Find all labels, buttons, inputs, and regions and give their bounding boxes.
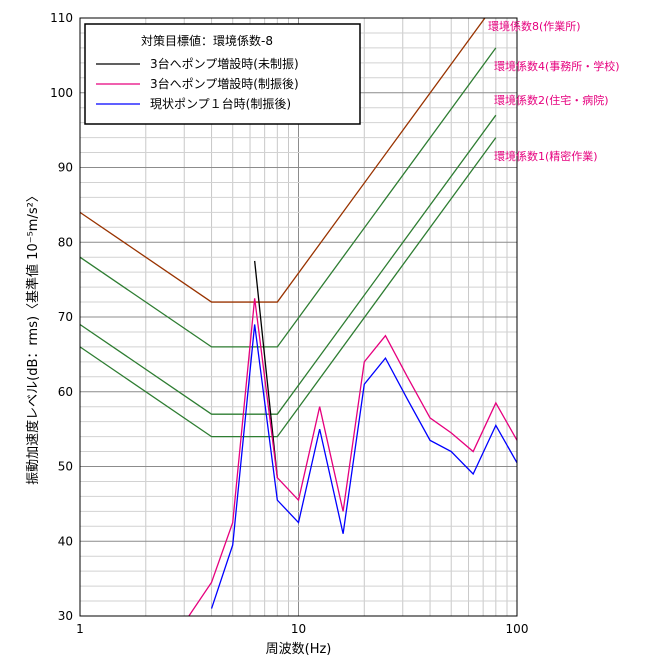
legend-entry: 3台へポンプ増設時(制振後) [150,76,299,91]
reference-label-1: 環境係数8(作業所) [488,19,581,33]
reference-line-1 [80,18,486,303]
reference-label-2: 環境係数4(事務所・学校) [494,59,620,73]
y-tick-label: 80 [58,235,73,249]
y-tick-label: 100 [50,86,73,100]
series-line-3 [210,324,517,609]
y-tick-label: 70 [58,310,73,324]
reference-line-3 [80,114,497,415]
y-tick-label: 110 [50,11,73,25]
reference-line-2 [80,47,497,348]
y-tick-label: 30 [58,609,73,623]
legend-box [84,23,361,125]
legend-title: 対策目標値：環境係数-8 [141,33,273,48]
y-tick-label: 60 [58,385,73,399]
series-lines [188,260,517,616]
series-line-2 [188,298,517,616]
series-line-1 [254,260,278,478]
legend-items: 3台へポンプ増設時(未制振) 3台へポンプ増設時(制振後) 現状ポンプ１台時(制振後… [96,56,299,111]
reference-lines [80,18,497,438]
x-axis-label: 周波数(Hz) [266,642,332,657]
plot-frame [79,17,518,617]
y-tick-label: 90 [58,161,73,175]
reference-label-3: 環境係数2(住宅・病院) [494,93,609,107]
reference-labels: 環境係数8(作業所) 環境係数4(事務所・学校) 環境係数2(住宅・病院) 環境係数1… [488,19,620,163]
reference-line-4 [80,137,497,438]
legend-entry: 3台へポンプ増設時(未制振) [150,56,299,71]
y-tick-label: 50 [58,460,73,474]
reference-label-4: 環境係数1(精密作業) [494,149,598,163]
x-tick-label: 1 [76,622,84,636]
x-tick-label: 10 [291,622,306,636]
y-axis-label: 振動加速度レベル(dB：rms)〈基準値 10⁻⁵m/s²〉 [25,189,41,485]
legend: 対策目標値：環境係数-8 3台へポンプ増設時(未制振) 3台へポンプ増設時(制振後… [84,23,361,125]
y-tick-label: 40 [58,534,73,548]
legend-entry: 現状ポンプ１台時(制振後) [150,96,291,111]
x-tick-label: 100 [506,622,529,636]
